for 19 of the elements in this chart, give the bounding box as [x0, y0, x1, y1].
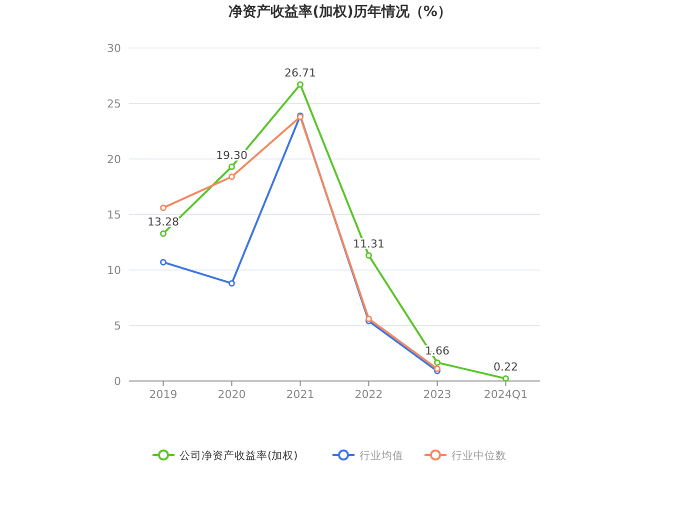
x-tick-label: 2022	[354, 388, 383, 401]
x-tick-label: 2024Q1	[484, 388, 528, 401]
data-label: 0.22	[494, 360, 518, 374]
y-tick-label: 25	[107, 98, 121, 110]
legend-label: 公司净资产收益率(加权)	[180, 449, 298, 462]
x-tick-label: 2021	[286, 388, 314, 401]
x-tick-label: 2019	[149, 388, 178, 401]
y-tick-label: 5	[114, 320, 121, 332]
y-tick-label: 10	[107, 264, 121, 277]
y-tick-label: 15	[107, 208, 121, 222]
x-tick-label: 2023	[423, 388, 452, 401]
y-tick-label: 0	[114, 375, 121, 388]
y-tick-label: 30	[107, 42, 121, 55]
legend-label: 行业中位数	[452, 449, 506, 462]
data-label: 26.71	[284, 66, 316, 80]
x-tick-label: 2020	[218, 388, 246, 401]
chart-title: 净资产收益率(加权)历年情况（%）	[228, 3, 452, 20]
y-tick-label: 20	[107, 153, 121, 166]
legend-label: 行业均值	[360, 449, 404, 462]
